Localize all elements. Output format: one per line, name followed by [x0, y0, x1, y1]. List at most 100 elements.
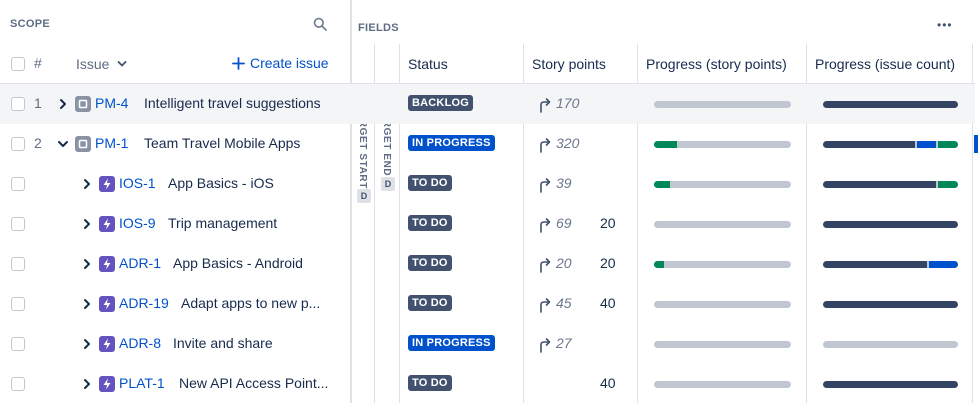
progress-bar-issue-count: [823, 221, 958, 228]
target-start-date-badge[interactable]: D: [357, 189, 371, 203]
row-checkbox[interactable]: [11, 217, 25, 231]
progress-bar-story-points: [654, 261, 791, 268]
issue-column-dropdown[interactable]: Issue: [76, 56, 127, 72]
progress-bar-story-points: [654, 221, 791, 228]
create-issue-button[interactable]: Create issue: [232, 55, 329, 71]
issue-summary[interactable]: New API Access Point...: [179, 375, 329, 391]
issue-summary[interactable]: Trip management: [168, 215, 278, 231]
row-number-header: #: [34, 55, 42, 71]
issue-column-label: Issue: [76, 56, 110, 72]
issue-key-link[interactable]: IOS-1: [119, 175, 156, 191]
story-points-rollup: 27: [556, 335, 572, 351]
progress-done-segment: [823, 261, 927, 268]
target-end-date-badge[interactable]: D: [381, 177, 395, 191]
chevron-right-icon[interactable]: [81, 338, 93, 350]
story-points-rollup: 170: [556, 95, 580, 111]
row-checkbox[interactable]: [11, 177, 25, 191]
progress-bar-story-points: [654, 381, 791, 388]
row-checkbox[interactable]: [11, 377, 25, 391]
story-points-rollup: 39: [556, 175, 572, 191]
progress-bar-story-points: [654, 181, 791, 188]
status-lozenge[interactable]: TO DO: [408, 255, 452, 271]
row-checkbox[interactable]: [11, 137, 25, 151]
lightning-icon: [99, 216, 115, 232]
select-all-checkbox[interactable]: [11, 57, 25, 71]
story-points-value[interactable]: 20: [600, 255, 616, 271]
issue-key-link[interactable]: PM-4: [95, 95, 129, 111]
issue-key-link[interactable]: ADR-1: [119, 255, 162, 271]
progress-done-segment: [823, 301, 958, 308]
chevron-right-icon[interactable]: [81, 258, 93, 270]
issue-key-link[interactable]: PM-1: [95, 135, 129, 151]
epic-icon: [75, 96, 91, 112]
chevron-right-icon[interactable]: [57, 98, 69, 110]
progress-done-segment: [654, 181, 671, 188]
progress-done-segment: [823, 381, 958, 388]
status-lozenge[interactable]: IN PROGRESS: [408, 135, 495, 151]
progress-bar-issue-count: [823, 141, 958, 148]
row-checkbox[interactable]: [11, 337, 25, 351]
rollup-arrow-icon: [540, 178, 551, 193]
search-icon[interactable]: [313, 17, 327, 31]
rollup-arrow-icon: [540, 338, 551, 353]
issue-key-link[interactable]: ADR-19: [119, 295, 169, 311]
status-lozenge[interactable]: TO DO: [408, 375, 452, 391]
progress-bar-issue-count: [823, 101, 958, 108]
issue-key-link[interactable]: IOS-9: [119, 215, 156, 231]
scope-label: SCOPE: [10, 18, 51, 30]
story-points-rollup: 20: [556, 255, 572, 271]
story-points-rollup: 69: [556, 215, 572, 231]
chevron-down-icon[interactable]: [57, 138, 69, 150]
lightning-icon: [99, 176, 115, 192]
rollup-arrow-icon: [540, 138, 551, 153]
progress-bar-issue-count: [823, 261, 958, 268]
progress-bar-story-points: [654, 341, 791, 348]
table-row[interactable]: [0, 84, 975, 124]
scroll-indicator[interactable]: [974, 135, 978, 153]
epic-icon: [75, 136, 91, 152]
row-number: 1: [34, 95, 42, 111]
plus-icon: [232, 56, 245, 70]
rollup-arrow-icon: [540, 98, 551, 113]
progress-done-segment: [654, 261, 664, 268]
row-checkbox[interactable]: [11, 257, 25, 271]
status-lozenge[interactable]: TO DO: [408, 175, 452, 191]
rollup-arrow-icon: [540, 258, 551, 273]
issue-summary[interactable]: Team Travel Mobile Apps: [144, 135, 301, 151]
issue-key-link[interactable]: PLAT-1: [119, 375, 165, 391]
row-checkbox[interactable]: [11, 97, 25, 111]
status-lozenge[interactable]: TO DO: [408, 295, 452, 311]
story-points-column-header[interactable]: Story points: [532, 56, 606, 72]
chevron-right-icon[interactable]: [81, 298, 93, 310]
status-column-header[interactable]: Status: [408, 56, 448, 72]
progress-bar-issue-count: [823, 381, 958, 388]
story-points-rollup: 45: [556, 295, 572, 311]
row-checkbox[interactable]: [11, 297, 25, 311]
status-lozenge[interactable]: TO DO: [408, 215, 452, 231]
progress-bar-issue-count: [823, 301, 958, 308]
issue-summary[interactable]: Intelligent travel suggestions: [144, 95, 321, 111]
issue-summary[interactable]: Invite and share: [173, 335, 273, 351]
progress-sp-column-header[interactable]: Progress (story points): [646, 56, 787, 72]
story-points-value[interactable]: 20: [600, 215, 616, 231]
target-end-label: TARGET END: [381, 106, 392, 177]
progress-bar-issue-count: [823, 181, 958, 188]
progress-green-segment: [938, 141, 958, 148]
status-lozenge[interactable]: IN PROGRESS: [408, 335, 495, 351]
chevron-down-icon: [118, 61, 127, 67]
story-points-value[interactable]: 40: [600, 295, 616, 311]
progress-ic-column-header[interactable]: Progress (issue count): [815, 56, 956, 72]
chevron-right-icon[interactable]: [81, 218, 93, 230]
issue-key-link[interactable]: ADR-8: [119, 335, 162, 351]
story-points-value[interactable]: 40: [600, 375, 616, 391]
chevron-right-icon[interactable]: [81, 378, 93, 390]
more-options-button[interactable]: •••: [937, 18, 953, 32]
issue-summary[interactable]: App Basics - iOS: [168, 175, 274, 191]
issue-summary[interactable]: Adapt apps to new p...: [181, 295, 321, 311]
lightning-icon: [99, 336, 115, 352]
status-lozenge[interactable]: BACKLOG: [408, 95, 474, 111]
lightning-icon: [99, 296, 115, 312]
chevron-right-icon[interactable]: [81, 178, 93, 190]
progress-done-segment: [823, 101, 958, 108]
issue-summary[interactable]: App Basics - Android: [173, 255, 303, 271]
